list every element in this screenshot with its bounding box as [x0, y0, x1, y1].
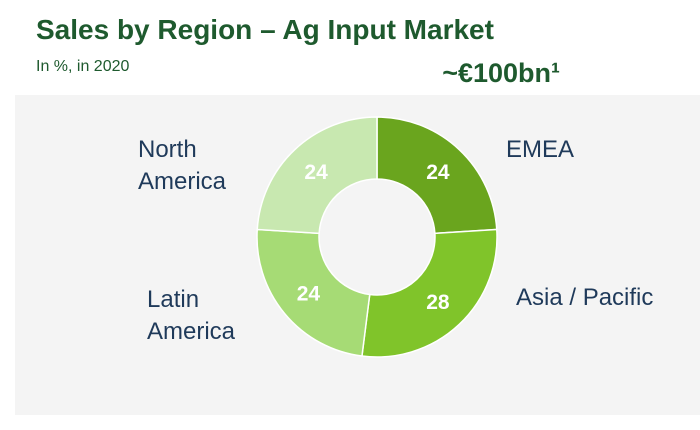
category-label: Latin America	[147, 286, 236, 345]
donut-segment	[376, 116, 498, 235]
value-label: 28	[426, 291, 450, 314]
value-label: 24	[304, 161, 328, 184]
value-label: 24	[297, 283, 321, 306]
category-label: EMEA	[506, 136, 575, 163]
annotation: ~€100bn¹	[442, 58, 560, 88]
category-label: Asia / Pacific	[516, 284, 654, 311]
category-label: North America	[138, 136, 227, 195]
donut-segment	[256, 116, 378, 235]
donut-segment	[361, 228, 498, 358]
donut-segment	[256, 228, 371, 357]
value-label: 24	[426, 161, 450, 184]
chart-title: Sales by Region – Ag Input Market	[36, 14, 494, 45]
chart-subtitle: In %, in 2020	[36, 58, 130, 75]
